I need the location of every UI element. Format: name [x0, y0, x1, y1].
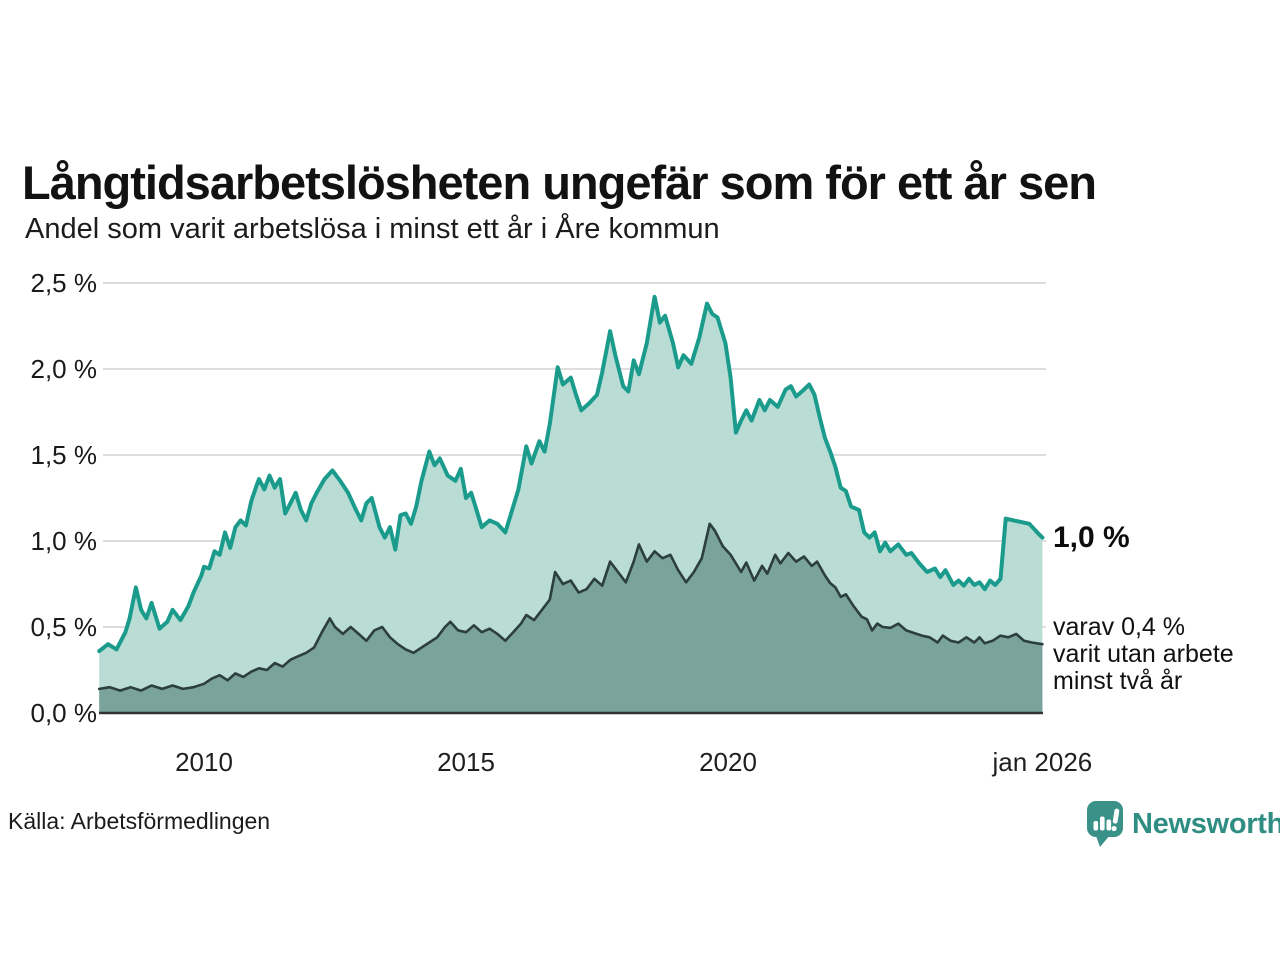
y-axis-tick-label: 0,5 % — [30, 612, 98, 642]
two-year-annotation-line1: varav 0,4 % — [1053, 613, 1186, 641]
newsworthy-wordmark: Newsworthy — [1132, 807, 1280, 840]
chart-subtitle: Andel som varit arbetslösa i minst ett å… — [25, 213, 720, 245]
x-axis-tick-label: 2020 — [699, 747, 757, 777]
two-year-annotation-line3: minst två år — [1053, 667, 1183, 695]
x-axis-tick-label: 2015 — [437, 747, 495, 777]
newsworthy-brand: Newsworthy — [1086, 800, 1280, 848]
source-attribution: Källa: Arbetsförmedlingen — [8, 808, 271, 834]
x-axis-tick-label: jan 2026 — [992, 747, 1093, 777]
latest-value-label: 1,0 % — [1053, 521, 1130, 554]
y-axis-tick-label: 1,0 % — [30, 526, 98, 556]
y-axis-tick-label: 2,5 % — [30, 268, 98, 298]
y-axis-tick-label: 2,0 % — [30, 354, 98, 384]
newsworthy-chart-bubble-icon — [1087, 801, 1123, 847]
two-year-annotation: varav 0,4 % varit utan arbete minst två … — [1053, 614, 1234, 695]
y-axis-tick-label: 0,0 % — [30, 698, 98, 728]
chart-title: Långtidsarbetslösheten ungefär som för e… — [22, 156, 1097, 210]
x-axis-tick-label: 2010 — [175, 747, 233, 777]
two-year-annotation-line2: varit utan arbete — [1053, 640, 1234, 668]
y-axis-tick-label: 1,5 % — [30, 440, 98, 470]
